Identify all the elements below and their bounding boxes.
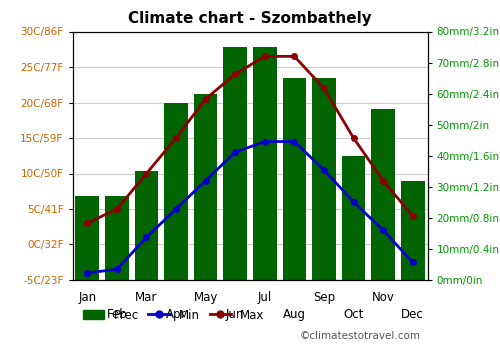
Bar bbox=[224, 47, 247, 280]
Text: Mar: Mar bbox=[136, 291, 158, 304]
Bar bbox=[253, 47, 276, 280]
Bar bbox=[134, 171, 158, 280]
Legend: Prec, Min, Max: Prec, Min, Max bbox=[78, 304, 270, 326]
Text: May: May bbox=[194, 291, 218, 304]
Bar bbox=[342, 156, 365, 280]
Text: Sep: Sep bbox=[313, 291, 335, 304]
Bar bbox=[105, 196, 128, 280]
Bar bbox=[282, 78, 306, 280]
Text: Oct: Oct bbox=[344, 308, 363, 321]
Bar bbox=[401, 181, 424, 280]
Bar bbox=[372, 109, 395, 280]
Text: ©climatestotravel.com: ©climatestotravel.com bbox=[300, 331, 421, 341]
Bar bbox=[164, 103, 188, 280]
Text: Dec: Dec bbox=[402, 308, 424, 321]
Text: Jul: Jul bbox=[258, 291, 272, 304]
Text: Feb: Feb bbox=[106, 308, 127, 321]
Title: Climate chart - Szombathely: Climate chart - Szombathely bbox=[128, 11, 372, 26]
Bar bbox=[76, 196, 99, 280]
Text: Aug: Aug bbox=[283, 308, 306, 321]
Text: Apr: Apr bbox=[166, 308, 186, 321]
Text: Jan: Jan bbox=[78, 291, 96, 304]
Text: Jun: Jun bbox=[226, 308, 244, 321]
Text: Nov: Nov bbox=[372, 291, 394, 304]
Bar bbox=[312, 78, 336, 280]
Bar bbox=[194, 93, 218, 280]
